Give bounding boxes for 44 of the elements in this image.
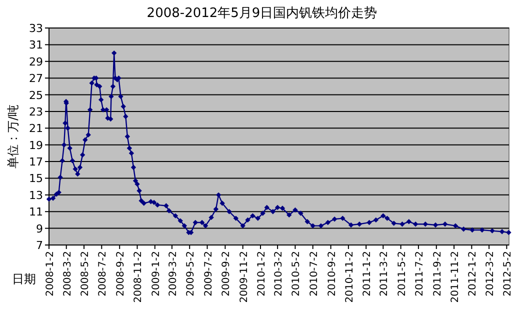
x-tick-label: 2011-11-2: [450, 251, 462, 303]
x-tick-label: 2012-3-2: [485, 251, 496, 296]
x-axis-title: 日期: [12, 272, 36, 286]
chart-title: 2008-2012年5月9日国内钒铁均价走势: [146, 6, 378, 21]
y-tick-label: 13: [29, 188, 43, 202]
y-tick-label: 29: [29, 55, 43, 68]
y-tick-label: 23: [29, 105, 43, 118]
y-tick-label: 33: [29, 22, 43, 35]
x-tick-label: 2012-5-2: [502, 251, 514, 296]
x-tick-label: 2009-11-2: [238, 251, 250, 303]
x-tick-label: 2009-9-2: [221, 251, 232, 296]
x-tick-label: 2010-11-2: [344, 251, 356, 303]
x-tick-label: 2008-7-2: [98, 251, 109, 296]
x-tick-label: 2008-3-2: [62, 251, 74, 296]
y-tick-label: 31: [29, 38, 43, 52]
x-tick-label: 2010-3-2: [274, 251, 285, 296]
x-tick-label: 2009-1-2: [150, 251, 162, 296]
x-tick-label: 2011-5-2: [396, 251, 408, 296]
y-tick-label: 21: [29, 122, 43, 136]
x-tick-label: 2011-7-2: [414, 251, 426, 296]
x-tick-label: 2011-9-2: [432, 251, 444, 296]
x-tick-label: 2010-9-2: [326, 251, 338, 296]
y-tick-label: 19: [29, 138, 43, 152]
x-tick-label: 2011-3-2: [379, 251, 390, 296]
x-tick-label: 2010-7-2: [308, 251, 320, 296]
x-tick-label: 2008-5-2: [80, 251, 92, 296]
x-tick-label: 2010-1-2: [256, 251, 268, 296]
x-tick-label: 2011-1-2: [362, 251, 374, 296]
y-tick-label: 17: [29, 156, 43, 169]
x-tick-label: 2008-9-2: [116, 251, 127, 296]
y-tick-label: 15: [29, 172, 43, 186]
x-tick-label: 2012-1-2: [468, 251, 479, 296]
y-tick-label: 11: [29, 206, 43, 219]
x-tick-label: 2008-1-2: [45, 251, 56, 296]
y-tick-label: 25: [29, 88, 43, 102]
y-tick-label: 27: [29, 72, 43, 86]
y-axis-title: 单位：万/吨: [6, 104, 20, 169]
x-tick-label: 2008-11-2: [133, 251, 144, 303]
x-tick-label: 2010-5-2: [291, 251, 302, 296]
x-tick-label: 2009-3-2: [168, 251, 179, 296]
x-tick-label: 2009-5-2: [186, 251, 197, 296]
y-tick-label: 9: [36, 222, 43, 236]
x-tick-label: 2009-7-2: [203, 251, 214, 296]
y-tick-label: 7: [36, 239, 43, 252]
